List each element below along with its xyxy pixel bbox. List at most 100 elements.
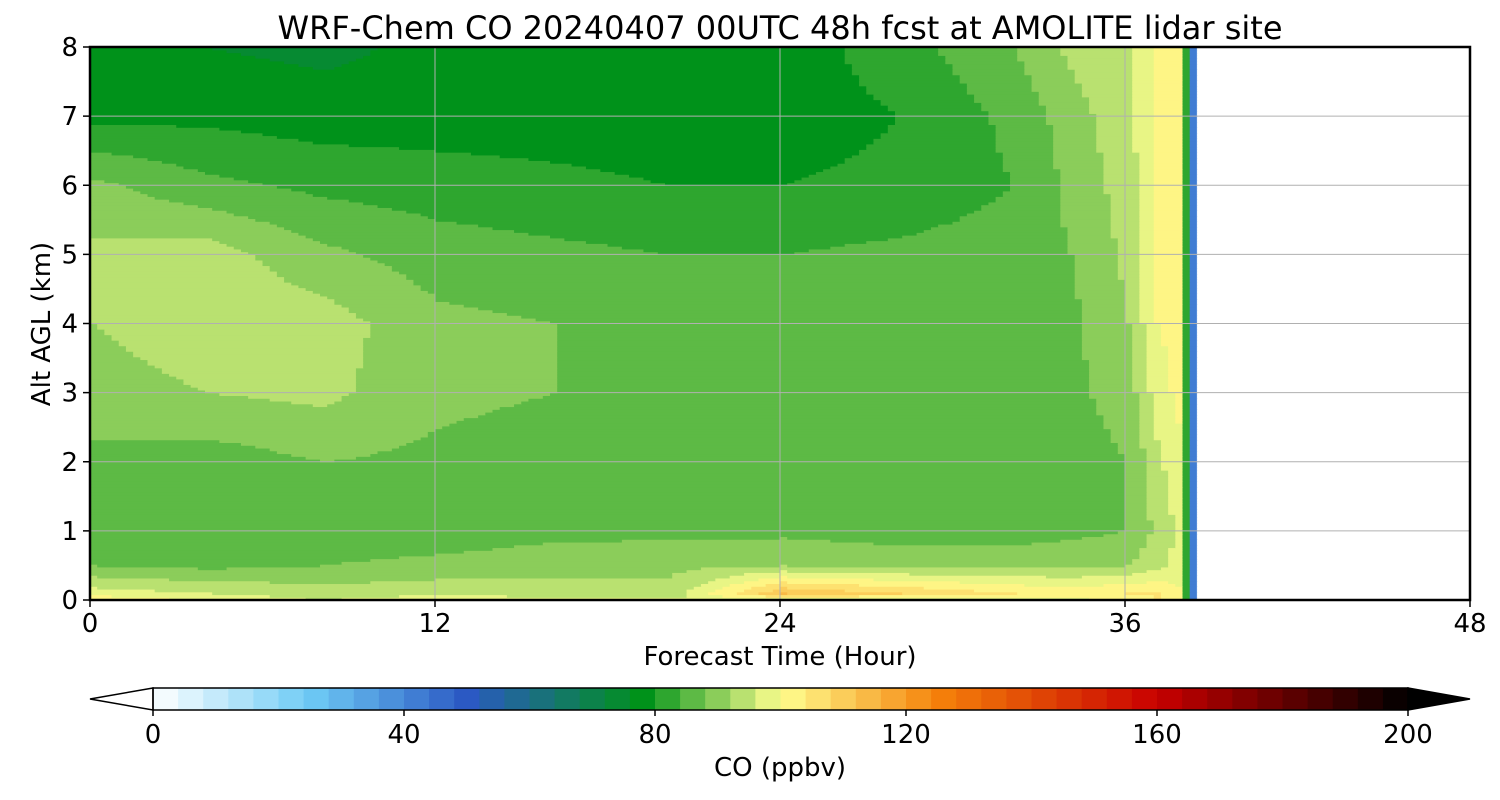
field-cell (90, 259, 264, 264)
field-cell (895, 113, 990, 117)
field-cell (1132, 331, 1148, 336)
field-cell (952, 221, 1061, 225)
field-cell (183, 378, 357, 383)
field-cell (1074, 80, 1133, 84)
field-cell (1160, 464, 1184, 468)
field-cell (1139, 188, 1155, 192)
field-cell (1182, 414, 1191, 419)
field-cell (1189, 550, 1198, 554)
field-cell (557, 353, 1083, 358)
field-cell (1196, 201, 1198, 206)
field-cell (1182, 403, 1191, 408)
field-cell (176, 163, 573, 167)
field-cell (1153, 196, 1184, 200)
field-cell (97, 564, 321, 568)
field-cell (1153, 160, 1184, 164)
field-cell (1153, 293, 1184, 297)
field-cell (1153, 58, 1184, 62)
field-cell (435, 293, 1076, 297)
field-cell (1196, 66, 1198, 70)
colorbar-segment (1257, 688, 1283, 710)
field-cell (1132, 359, 1148, 363)
field-cell (1125, 591, 1162, 596)
field-cell (370, 326, 558, 330)
field-cell (1182, 165, 1191, 170)
field-cell (557, 348, 1083, 352)
field-cell (1117, 246, 1140, 250)
field-cell (1189, 282, 1198, 286)
field-cell (557, 373, 1090, 377)
field-cell (1081, 304, 1126, 308)
field-cell (801, 176, 1011, 181)
field-cell (1196, 165, 1198, 170)
field-cell (1182, 547, 1191, 551)
field-cell (90, 96, 875, 101)
field-cell (1196, 367, 1198, 372)
field-cell (1196, 583, 1198, 587)
field-cell (1139, 420, 1155, 424)
field-cell (1196, 317, 1198, 322)
field-cell (1146, 458, 1162, 463)
field-cell (1132, 94, 1155, 98)
field-cell (435, 298, 1083, 302)
field-cell (1196, 525, 1198, 529)
field-cell (284, 279, 415, 283)
field-cell (887, 124, 997, 128)
field-cell (90, 481, 1126, 485)
field-cell (1189, 102, 1198, 106)
field-cell (557, 331, 1083, 336)
field-cell (1067, 58, 1133, 62)
field-cell (1153, 428, 1184, 432)
field-cell (1045, 121, 1097, 126)
field-cell (1053, 124, 1097, 128)
field-cell (1117, 445, 1140, 449)
field-cell (1196, 306, 1198, 311)
field-cell (873, 96, 975, 101)
field-cell (1189, 116, 1198, 120)
field-cell (1153, 259, 1184, 264)
field-cell (1182, 367, 1191, 372)
field-cell (334, 400, 522, 405)
field-cell (1189, 168, 1198, 173)
field-cell (1196, 409, 1198, 413)
field-cell (1189, 199, 1198, 203)
field-cell (1139, 157, 1155, 161)
field-cell (1132, 55, 1155, 59)
field-cell (1182, 232, 1191, 236)
field-cell (1182, 586, 1191, 590)
field-cell (1117, 243, 1140, 247)
field-cell (1081, 348, 1133, 352)
field-cell (1189, 445, 1198, 449)
field-cell (90, 492, 1126, 496)
field-cell (1139, 320, 1155, 325)
field-cell (1132, 378, 1148, 383)
field-cell (147, 362, 364, 366)
field-cell (1132, 138, 1155, 142)
field-cell (90, 116, 896, 120)
field-cell (1189, 121, 1198, 126)
field-cell (248, 179, 652, 184)
field-cell (844, 60, 946, 65)
field-cell (205, 171, 616, 175)
field-cell (1132, 105, 1155, 109)
field-cell (1153, 113, 1184, 117)
field-cell (1139, 182, 1155, 186)
field-cell (90, 398, 271, 402)
field-cell (1160, 447, 1184, 452)
field-cell (90, 287, 307, 291)
field-cell (1182, 461, 1191, 466)
field-cell (1182, 525, 1191, 529)
field-cell (1189, 492, 1198, 496)
field-cell (1139, 442, 1162, 446)
field-cell (1103, 171, 1140, 175)
field-cell (1196, 544, 1198, 549)
field-cell (780, 564, 788, 568)
field-cell (557, 370, 1090, 374)
field-cell (1196, 381, 1198, 385)
field-cell (1132, 329, 1148, 333)
field-cell (1139, 411, 1155, 416)
field-cell (1089, 107, 1133, 112)
field-cell (787, 580, 961, 585)
field-cell (859, 77, 961, 81)
field-cell (585, 165, 831, 170)
